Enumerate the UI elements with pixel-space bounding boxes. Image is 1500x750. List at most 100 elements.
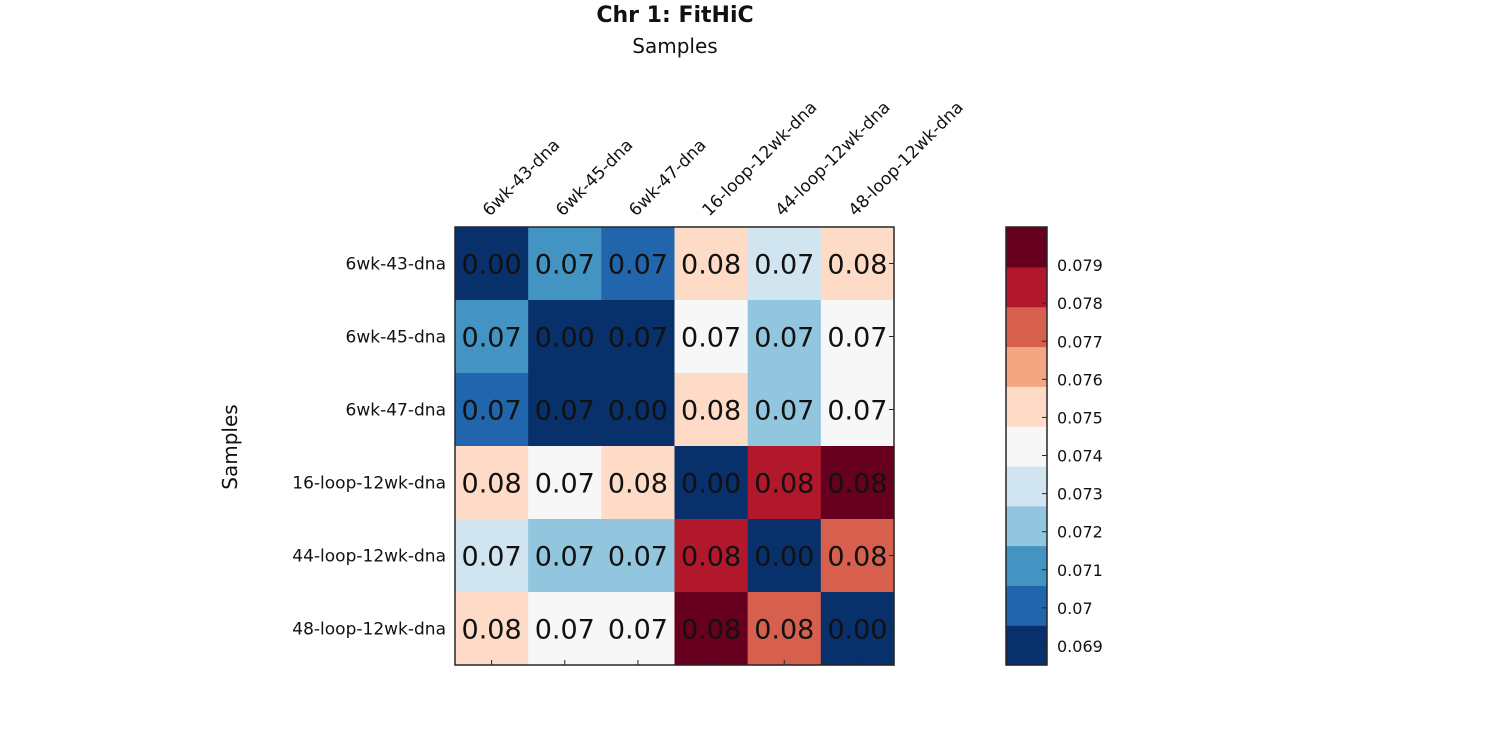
cell-value-label: 0.07: [462, 396, 522, 427]
cell-value-label: 0.07: [462, 323, 522, 354]
y-axis-label: Samples: [218, 404, 242, 489]
heatmap-cell: [528, 373, 602, 447]
colorbar-segment: [1006, 585, 1047, 626]
cell-value-label: 0.08: [827, 469, 887, 500]
colorbar-tick-label: 0.079: [1057, 256, 1103, 275]
x-axis-label: Samples: [632, 34, 717, 58]
plot-frame: [454, 226, 895, 666]
heatmap-cell: [747, 446, 822, 520]
heatmap-cell: [528, 227, 602, 301]
colorbar-segment: [1006, 426, 1047, 467]
colorbar-tick-label: 0.071: [1057, 561, 1103, 580]
colorbar-segment: [1006, 266, 1047, 308]
cell-value-label: 0.07: [608, 615, 668, 646]
heatmap-cell: [674, 446, 749, 520]
x-tick-label: 6wk-47-dna: [625, 135, 710, 220]
heatmap-cell: [674, 373, 749, 447]
y-tick-label: 16-loop-12wk-dna: [292, 474, 446, 494]
heatmap-cell: [820, 519, 895, 593]
colorbar: 0.069 0.07 0.071 0.072 0.073 0.074 0.075 0.076 0…: [1005, 226, 1103, 666]
heatmap-cell: [674, 519, 749, 593]
colorbar-tick-label: 0.069: [1057, 637, 1103, 656]
cell-value-label: 0.08: [462, 615, 522, 646]
cell-value-label: 0.07: [535, 542, 595, 573]
cell-value-label: 0.08: [827, 542, 887, 573]
heatmap-cell: [455, 519, 529, 593]
cell-value-label: 0.00: [754, 542, 814, 573]
heatmap-cell-labels: 0.00 0.07 0.07 0.08 0.07 0.08 0.07 0.00 0.07 0.07…: [462, 250, 888, 646]
colorbar-segment: [1006, 505, 1047, 547]
y-tick-label: 44-loop-12wk-dna: [292, 547, 446, 567]
colorbar-tick-label: 0.075: [1057, 408, 1103, 427]
cell-value-label: 0.08: [827, 250, 887, 281]
heatmap-cell: [528, 519, 602, 593]
heatmap-cell: [528, 446, 602, 520]
colorbar-tick-label: 0.076: [1057, 370, 1103, 389]
heatmap-cell: [820, 300, 895, 374]
colorbar-segment: [1006, 306, 1047, 348]
y-tick-label: 48-loop-12wk-dna: [292, 620, 446, 640]
y-tick-label: 6wk-45-dna: [346, 328, 446, 348]
heatmap-cell: [820, 446, 895, 520]
heatmap-cell: [601, 373, 676, 447]
colorbar-tick-label: 0.072: [1057, 523, 1103, 542]
heatmap-cell: [601, 446, 676, 520]
heatmap-cell: [455, 446, 529, 520]
heatmap-cell: [820, 373, 895, 447]
cell-value-label: 0.00: [681, 469, 741, 500]
heatmap-cell: [747, 300, 822, 374]
cell-value-label: 0.07: [754, 323, 814, 354]
colorbar-tick-label: 0.073: [1057, 485, 1103, 504]
y-tick-label: 6wk-43-dna: [346, 255, 446, 275]
heatmap-cells: [455, 227, 895, 666]
heatmap-cell: [455, 373, 529, 447]
colorbar-frame: [1005, 226, 1048, 666]
colorbar-tick-label: 0.074: [1057, 447, 1103, 466]
cell-value-label: 0.00: [462, 250, 522, 281]
cell-value-label: 0.08: [754, 469, 814, 500]
cell-value-label: 0.07: [462, 542, 522, 573]
cell-value-label: 0.08: [754, 615, 814, 646]
heatmap-cell: [601, 519, 676, 593]
colorbar-segment: [1006, 227, 1047, 268]
heatmap-cell: [455, 227, 529, 301]
colorbar-segment: [1006, 625, 1047, 666]
cell-value-label: 0.07: [535, 469, 595, 500]
heatmap-cell: [820, 227, 895, 301]
x-tick-label: 6wk-43-dna: [479, 135, 564, 220]
heatmap-cell: [601, 300, 676, 374]
cell-value-label: 0.07: [608, 323, 668, 354]
cell-value-label: 0.08: [608, 469, 668, 500]
colorbar-segment: [1006, 465, 1047, 507]
cell-value-label: 0.00: [535, 323, 595, 354]
cell-value-label: 0.08: [462, 469, 522, 500]
cell-value-label: 0.08: [681, 615, 741, 646]
heatmap-cell: [455, 300, 529, 374]
heatmap-cell: [601, 592, 676, 666]
cell-value-label: 0.08: [681, 396, 741, 427]
heatmap-cell: [747, 592, 822, 666]
heatmap-cell: [601, 227, 676, 301]
cell-value-label: 0.07: [535, 250, 595, 281]
cell-value-label: 0.00: [827, 615, 887, 646]
colorbar-tick-label: 0.078: [1057, 294, 1103, 313]
colorbar-segment: [1006, 386, 1047, 427]
heatmap-cell: [747, 227, 822, 301]
heatmap-cell: [528, 592, 602, 666]
colorbar-tick-label: 0.07: [1057, 599, 1093, 618]
chart-title: Chr 1: FitHiC: [596, 3, 753, 28]
heatmap-cell: [528, 300, 602, 374]
cell-value-label: 0.08: [681, 542, 741, 573]
heatmap-cell: [674, 300, 749, 374]
y-tick-label: 6wk-47-dna: [346, 401, 446, 421]
cell-value-label: 0.07: [754, 250, 814, 281]
y-tick-labels: 6wk-43-dna 6wk-45-dna 6wk-47-dna 16-loop-12…: [292, 255, 894, 640]
colorbar-segment: [1006, 545, 1047, 586]
cell-value-label: 0.07: [608, 542, 668, 573]
colorbar-tick-label: 0.077: [1057, 332, 1103, 351]
x-tick-label: 6wk-45-dna: [552, 135, 637, 220]
cell-value-label: 0.00: [608, 396, 668, 427]
cell-value-label: 0.07: [827, 323, 887, 354]
cell-value-label: 0.08: [681, 250, 741, 281]
